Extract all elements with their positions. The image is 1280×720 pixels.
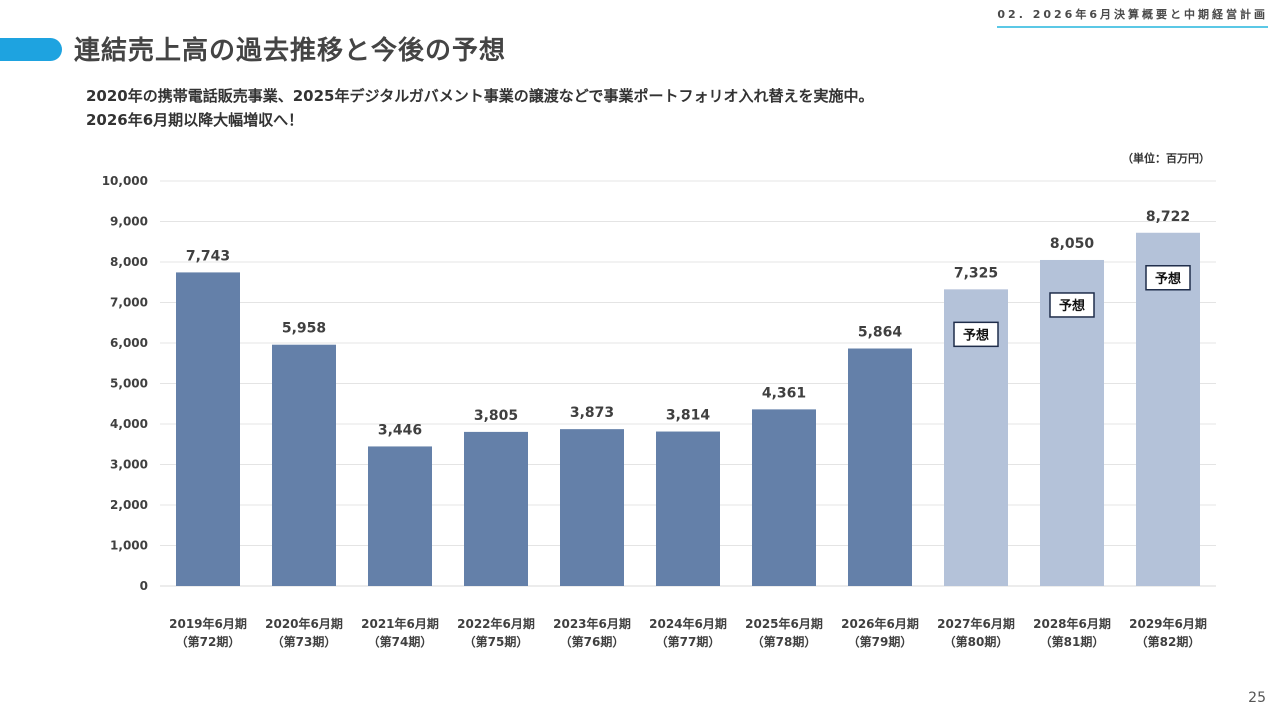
category-label-period: （第73期） [272, 634, 337, 649]
category-label-period: （第72期） [176, 634, 241, 649]
section-label: 02. 2026年6月決算概要と中期経営計画 [997, 6, 1268, 28]
data-label: 4,361 [762, 385, 806, 401]
unit-label: （単位：百万円） [1122, 152, 1210, 165]
bar [368, 446, 432, 586]
subtitle-line-2: 2026年6月期以降大幅増収へ！ [86, 111, 304, 129]
category-label-year: 2020年6月期 [265, 616, 343, 631]
data-label: 8,050 [1050, 236, 1095, 252]
y-tick-label: 6,000 [110, 336, 148, 350]
category-label-year: 2023年6月期 [553, 616, 631, 631]
bar [272, 344, 336, 586]
bar [752, 409, 816, 586]
data-label: 5,864 [858, 325, 903, 341]
bar [464, 431, 528, 586]
y-tick-label: 7,000 [110, 296, 148, 310]
forecast-tag-box [1145, 265, 1191, 291]
category-label-period: （第81期） [1040, 634, 1105, 649]
x-axis-categories: 2019年6月期 （第72期） 2020年6月期 （第73期） 2021年6月期 （第74… [169, 616, 1207, 649]
forecast-tag: 予想 [1145, 265, 1191, 291]
forecast-tag: 予想 [1049, 292, 1095, 318]
forecast-tag-text: 予想 [1059, 298, 1085, 314]
category-label-year: 2029年6月期 [1129, 616, 1207, 631]
y-tick-label: 1,000 [110, 539, 148, 553]
forecast-tag-box [1049, 292, 1095, 318]
category-label-period: （第79期） [848, 634, 913, 649]
data-label: 7,743 [186, 248, 230, 264]
y-tick-label: 2,000 [110, 498, 148, 512]
subtitle-line-1: 2020年の携帯電話販売事業、2025年デジタルガバメント事業の譲渡などで事業ポ… [86, 87, 874, 105]
category-label-year: 2026年6月期 [841, 616, 919, 631]
y-tick-label: 4,000 [110, 417, 148, 431]
category-label-period: （第75期） [464, 634, 529, 649]
category-label-year: 2022年6月期 [457, 616, 535, 631]
y-tick-label: 9,000 [110, 215, 148, 229]
data-label: 3,873 [570, 405, 614, 421]
forecast-tag-text: 予想 [1155, 271, 1181, 287]
category-label-year: 2024年6月期 [649, 616, 727, 631]
data-label: 7,325 [954, 265, 998, 281]
category-label-period: （第74期） [368, 634, 433, 649]
category-label-period: （第80期） [944, 634, 1009, 649]
forecast-tag-text: 予想 [963, 327, 989, 343]
y-axis-ticks: 0 1,000 2,000 3,000 4,000 5,000 6,000 7,000 8,00… [102, 174, 148, 593]
category-label-year: 2021年6月期 [361, 616, 439, 631]
y-tick-label: 8,000 [110, 255, 148, 269]
data-label: 3,814 [666, 408, 711, 424]
category-label-year: 2019年6月期 [169, 616, 247, 631]
title-accent-bar [0, 38, 62, 61]
y-tick-label: 10,000 [102, 174, 148, 188]
category-label-year: 2028年6月期 [1033, 616, 1111, 631]
bar-forecast [1136, 232, 1200, 586]
y-tick-label: 5,000 [110, 377, 148, 391]
bar [656, 431, 720, 586]
data-label: 3,805 [474, 408, 518, 424]
y-tick-label: 3,000 [110, 458, 148, 472]
forecast-tag-box [953, 321, 999, 348]
category-label-period: （第78期） [752, 634, 817, 649]
forecast-tag: 予想 [953, 321, 999, 348]
category-label-year: 2025年6月期 [745, 616, 823, 631]
data-label: 8,722 [1146, 209, 1190, 225]
category-label-period: （第76期） [560, 634, 625, 649]
data-label: 5,958 [282, 321, 326, 337]
data-labels: 7,743 5,958 3,446 3,805 3,873 3,814 4,361 5,864… [186, 209, 1190, 439]
subtitle: 2020年の携帯電話販売事業、2025年デジタルガバメント事業の譲渡などで事業ポ… [86, 84, 873, 132]
category-label-year: 2027年6月期 [937, 616, 1015, 631]
data-label: 3,446 [378, 422, 422, 438]
page-number: 25 [1248, 690, 1266, 706]
page-title: 連結売上高の過去推移と今後の予想 [74, 36, 507, 66]
bar [848, 348, 912, 586]
category-label-period: （第82期） [1136, 634, 1201, 649]
y-tick-label: 0 [140, 579, 148, 593]
bar [560, 429, 624, 586]
bar [176, 272, 240, 586]
category-label-period: （第77期） [656, 634, 721, 649]
